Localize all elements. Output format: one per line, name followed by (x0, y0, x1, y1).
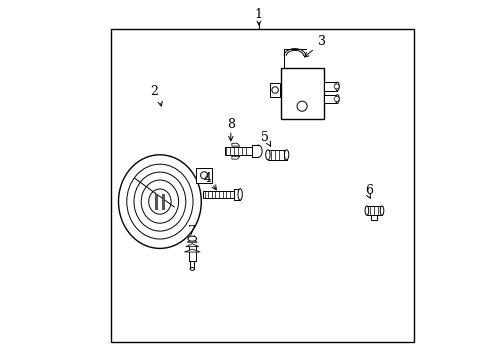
Bar (233, 189, 240, 200)
Ellipse shape (118, 155, 201, 248)
Bar (269, 83, 280, 97)
Text: 5: 5 (261, 131, 269, 144)
Bar (190, 261, 194, 269)
Ellipse shape (335, 82, 339, 91)
Bar (189, 245, 195, 261)
Text: 2: 2 (149, 85, 158, 98)
Ellipse shape (335, 95, 339, 103)
Text: 4: 4 (203, 172, 211, 185)
Bar (251, 145, 258, 157)
Circle shape (200, 172, 207, 179)
Bar (203, 191, 233, 198)
Bar (323, 95, 337, 103)
Ellipse shape (148, 189, 171, 214)
Polygon shape (187, 239, 197, 242)
Text: 1: 1 (254, 8, 263, 21)
Bar (224, 147, 251, 155)
Ellipse shape (365, 206, 368, 215)
Text: 7: 7 (188, 225, 196, 238)
Text: 8: 8 (226, 118, 234, 131)
Bar (267, 150, 286, 160)
Bar (111, 29, 413, 342)
Circle shape (296, 101, 306, 111)
Ellipse shape (187, 236, 196, 241)
Ellipse shape (238, 189, 242, 200)
Bar (155, 194, 158, 210)
Polygon shape (196, 168, 212, 183)
Ellipse shape (265, 150, 269, 160)
Polygon shape (184, 249, 200, 252)
Polygon shape (185, 244, 199, 247)
Circle shape (271, 87, 278, 93)
Polygon shape (231, 156, 239, 159)
Ellipse shape (380, 206, 383, 215)
Bar (280, 68, 323, 119)
Text: 6: 6 (364, 184, 372, 197)
Text: 3: 3 (317, 35, 325, 48)
Bar (323, 82, 337, 91)
Ellipse shape (254, 145, 262, 157)
Bar (162, 194, 164, 210)
Ellipse shape (284, 150, 288, 160)
Ellipse shape (190, 267, 194, 270)
Circle shape (333, 96, 339, 102)
Circle shape (333, 84, 339, 89)
Bar (370, 215, 376, 220)
Bar (366, 206, 381, 215)
Polygon shape (231, 143, 239, 146)
